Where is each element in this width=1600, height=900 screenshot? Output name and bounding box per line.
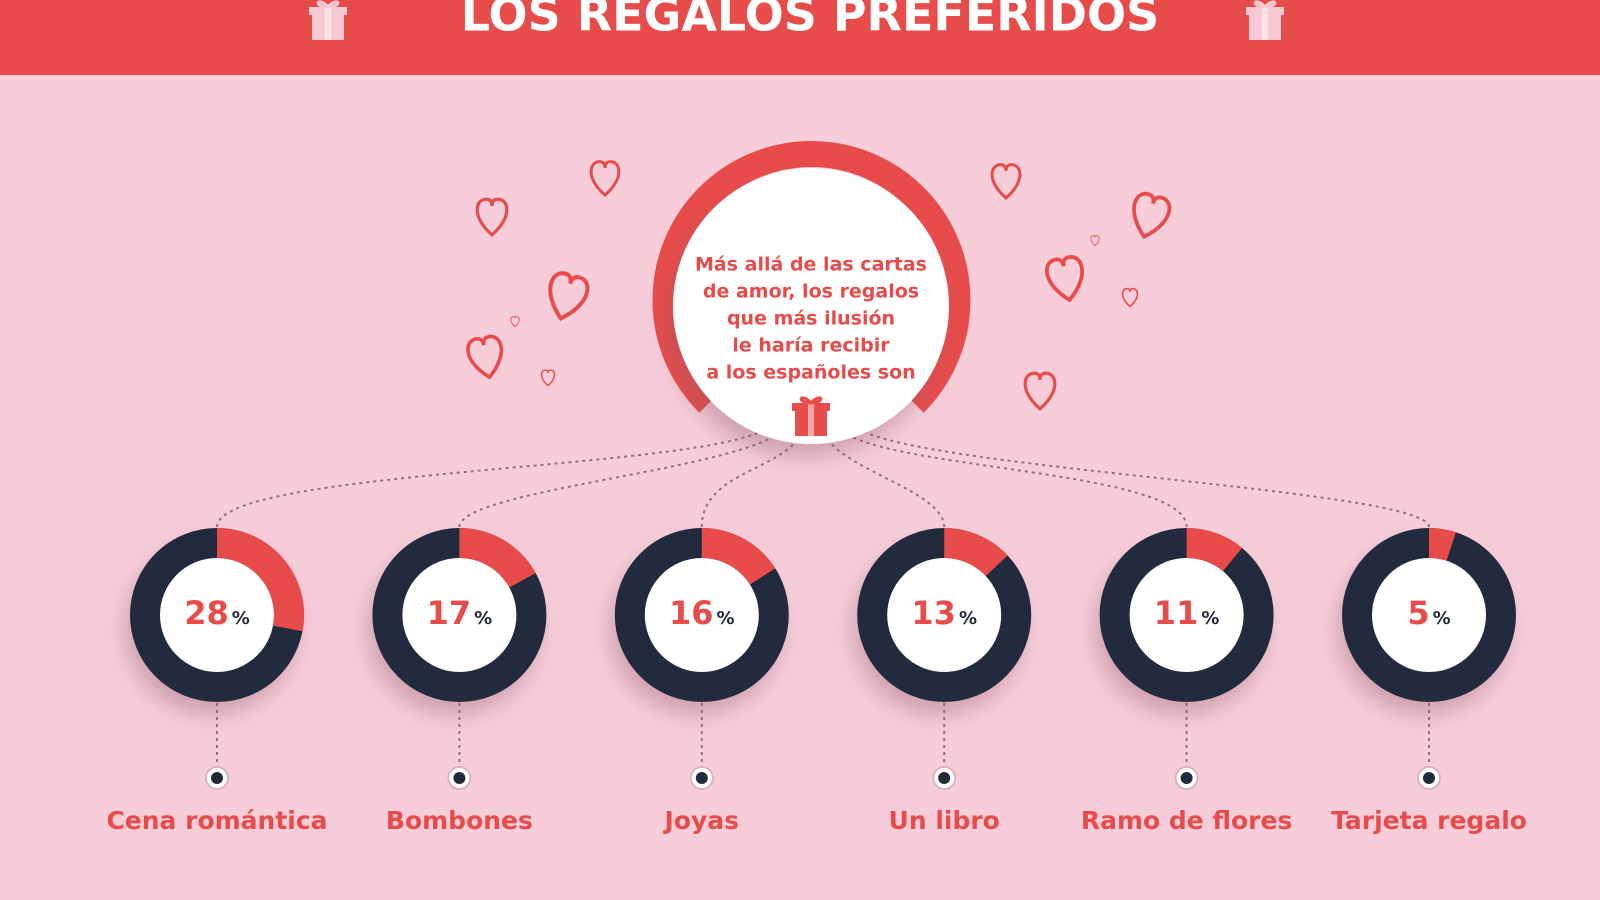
gift-icon (307, 0, 349, 42)
title: LOS REGALOS PREFERIDOS (461, 0, 1159, 42)
category-label: Un libro (889, 806, 1000, 835)
donut-segment (1428, 528, 1456, 561)
bullet-dot (1180, 772, 1193, 784)
value-number: 13 (911, 594, 956, 632)
value-unit: % (1433, 608, 1451, 629)
value-unit: % (474, 608, 492, 629)
connector (458, 429, 784, 528)
category-label: Ramo de flores (1081, 806, 1292, 835)
bullet-dot (695, 772, 708, 784)
intro-text: Más allá de las cartas de amor, los regal… (695, 254, 927, 384)
value-number: 16 (669, 594, 714, 632)
donut-segment (701, 528, 776, 585)
category-label: Joyas (663, 806, 740, 835)
connector (216, 429, 764, 528)
gift-icon (1244, 0, 1286, 42)
connector (820, 429, 946, 528)
value-label: 16% (669, 594, 735, 632)
value-number: 5 (1407, 594, 1429, 632)
donut-segment (458, 528, 536, 589)
intro-line: le haría recibir (732, 335, 890, 357)
value-label: 17% (427, 594, 493, 632)
connectors (216, 429, 1430, 770)
value-number: 17 (427, 594, 472, 632)
value-label: 11% (1154, 594, 1220, 632)
donut-segment (1185, 528, 1243, 572)
value-unit: % (717, 608, 735, 629)
bullet-dot (1423, 772, 1435, 784)
value-label: 28% (184, 594, 250, 632)
category-label: Bombones (386, 806, 533, 835)
connector (859, 429, 1430, 528)
intro-line: a los españoles son (706, 362, 915, 384)
donut-segment (216, 528, 304, 632)
intro-line: que más ilusión (727, 308, 895, 330)
bullet-dot (211, 772, 223, 784)
intro-line: Más allá de las cartas (695, 254, 927, 276)
value-unit: % (232, 608, 250, 629)
connector (840, 429, 1188, 528)
bullet-dot (453, 772, 466, 784)
value-unit: % (1201, 608, 1219, 629)
category-label: Cena romántica (106, 806, 327, 835)
intro-line: de amor, los regalos (703, 281, 919, 303)
value-label: 5% (1407, 594, 1450, 632)
intro-circle (652, 141, 971, 444)
donuts: 28 % Cena romántica 17 % Bombones 16 % Joyas 13 % U… (106, 528, 1527, 835)
bullet-dot (938, 772, 951, 784)
header-bar (0, 0, 1600, 75)
value-label: 13% (911, 594, 977, 632)
value-number: 11 (1154, 594, 1199, 632)
donut-segment (943, 528, 1008, 577)
category-label: Tarjeta regalo (1331, 806, 1527, 835)
value-number: 28 (184, 594, 229, 632)
value-unit: % (959, 608, 977, 629)
